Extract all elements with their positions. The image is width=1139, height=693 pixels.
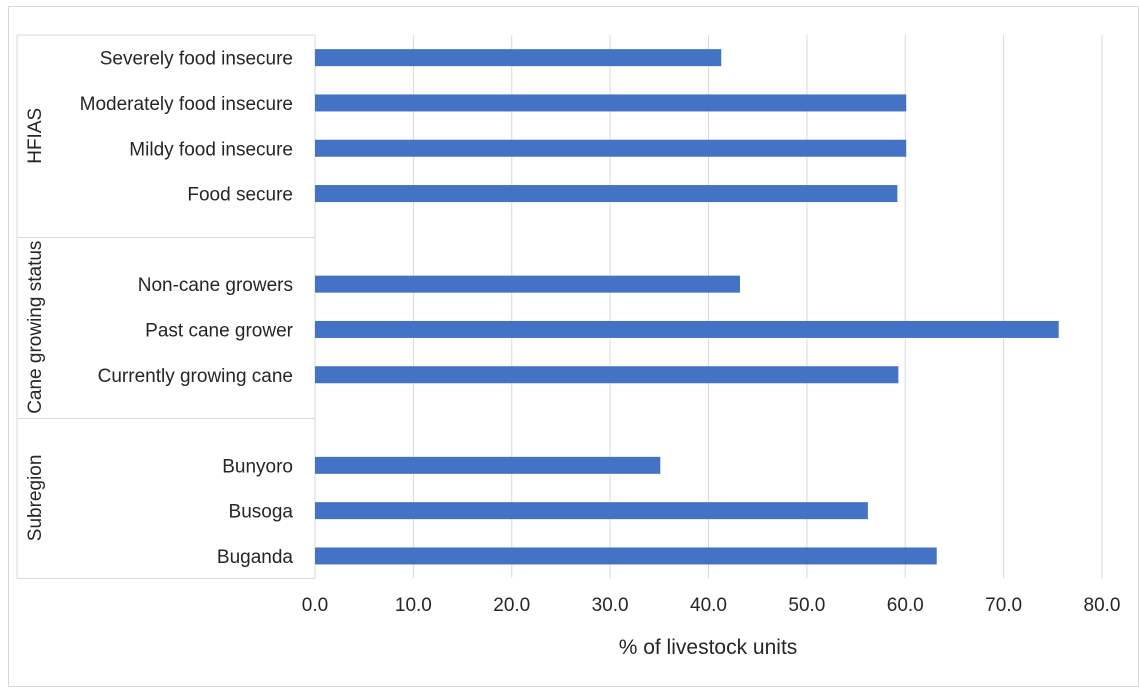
- x-tick-label: 0.0: [302, 595, 328, 616]
- x-tick-label: 40.0: [690, 595, 727, 616]
- group-labels: HFIAS Cane growing status Subregion: [25, 108, 46, 541]
- bar: [315, 320, 1059, 338]
- bar: [315, 139, 907, 157]
- bar: [315, 547, 937, 565]
- x-axis-ticks: 0.0 10.0 20.0 30.0 40.0 50.0 60.0 70.0 80.0: [302, 595, 1121, 616]
- x-axis-title: % of livestock units: [619, 636, 798, 659]
- group-label: Cane growing status: [25, 241, 46, 414]
- category-axis-frame: [16, 34, 316, 579]
- category-label: Mildy food insecure: [129, 139, 293, 160]
- x-tick-label: 30.0: [592, 595, 629, 616]
- bar: [315, 185, 898, 203]
- x-tick-label: 10.0: [395, 595, 432, 616]
- category-label: Busoga: [229, 502, 294, 523]
- x-tick-label: 70.0: [985, 595, 1022, 616]
- category-label: Severely food insecure: [100, 49, 293, 70]
- category-label: Food secure: [187, 185, 293, 206]
- category-labels: Severely food insecure Moderately food in…: [80, 49, 294, 568]
- bar: [315, 366, 899, 384]
- gridlines: [412, 35, 1103, 578]
- category-label: Currently growing cane: [98, 366, 293, 387]
- bar: [315, 49, 722, 67]
- group-label: Subregion: [25, 455, 46, 542]
- category-label: Bunyoro: [222, 456, 293, 477]
- x-tick-label: 20.0: [493, 595, 530, 616]
- category-label: Past cane grower: [145, 320, 294, 341]
- bar: [315, 502, 868, 520]
- chart-border: [8, 6, 1139, 687]
- x-tick-label: 80.0: [1084, 595, 1121, 616]
- bar: [315, 94, 907, 112]
- x-tick-label: 60.0: [887, 595, 924, 616]
- group-label: HFIAS: [25, 108, 46, 164]
- category-label: Buganda: [217, 547, 294, 568]
- bar: [315, 275, 740, 293]
- category-label: Moderately food insecure: [80, 94, 293, 115]
- category-label: Non-cane growers: [138, 275, 293, 296]
- x-tick-label: 50.0: [788, 595, 825, 616]
- bar: [315, 456, 661, 474]
- bars: [315, 49, 1059, 565]
